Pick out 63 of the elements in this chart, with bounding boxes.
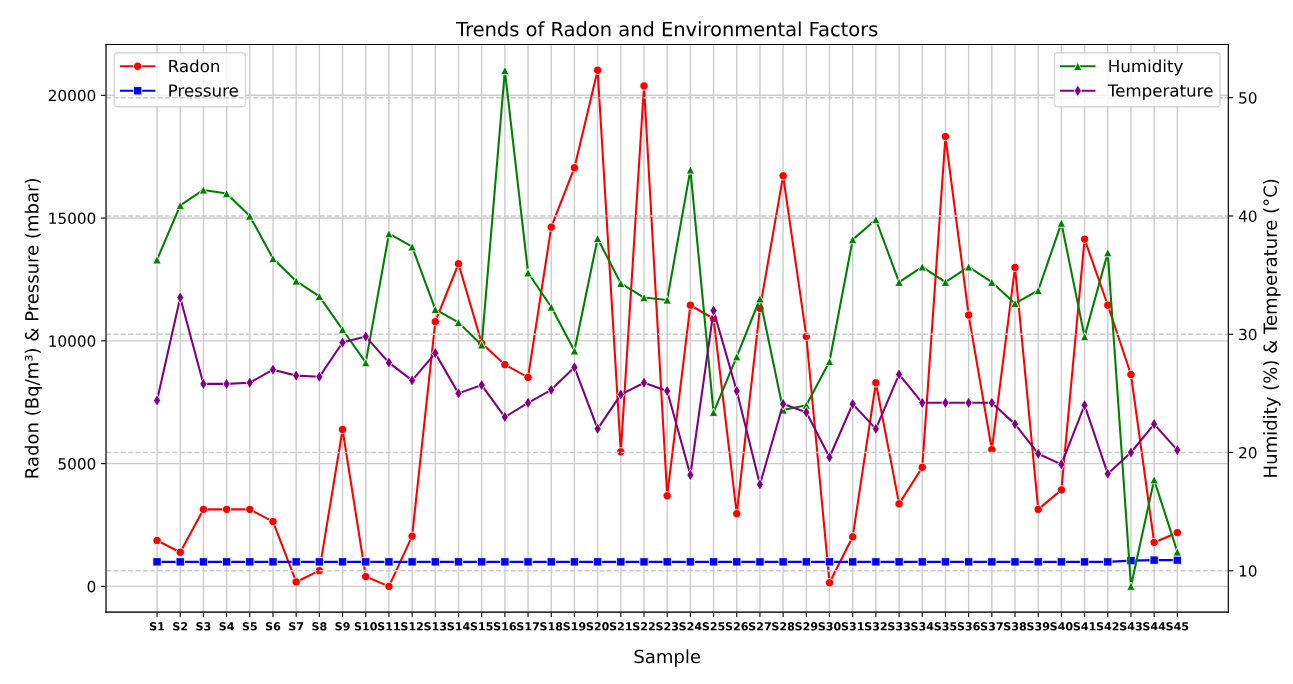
legend-label: Pressure [169,84,238,97]
x-tick-label: S24 [679,622,702,631]
x-tick-label: S21 [609,622,632,631]
x-tick-label: S13 [424,622,447,631]
x-tick-label: S15 [470,622,493,631]
y2-tick-label: 20 [1239,446,1257,459]
x-tick-label: S10 [354,622,377,631]
x-tick-label: S19 [563,622,586,631]
x-tick-label: S36 [957,622,980,631]
legend-label: Temperature [1107,84,1213,101]
x-tick-label: S27 [749,622,771,631]
y2-tick-label: 10 [1239,565,1257,577]
y2-tick-label: 30 [1239,328,1257,341]
x-tick-label: S11 [377,622,400,631]
chart-title: Trends of Radon and Environmental Factors [456,21,878,37]
x-tick-label: S16 [493,622,516,631]
x-tick-label: S14 [447,622,470,631]
x-tick-label: S33 [888,622,910,631]
x-tick-label: S5 [242,622,257,631]
y-tick-label: 5000 [58,458,96,470]
x-tick-label: S39 [1027,622,1050,631]
x-tick-label: S12 [401,622,423,631]
y2-tick-label: 40 [1238,210,1257,222]
x-tick-label: S26 [725,622,748,631]
x-tick-label: S17 [517,622,539,631]
y-tick-label: 15000 [49,212,96,225]
x-tick-label: S45 [1166,622,1189,631]
x-tick-label: S34 [911,622,934,631]
x-tick-label: S31 [841,622,864,631]
x-tick-label: S29 [795,622,818,631]
x-tick-label: S37 [980,622,1003,631]
legend-label: Radon [169,59,220,73]
y-tick-label: 10000 [49,335,96,347]
x-tick-label: S42 [1096,622,1119,631]
legend-label: Humidity [1109,59,1183,76]
x-tick-label: S23 [656,622,679,631]
x-tick-label: S7 [289,622,304,631]
x-tick-label: S6 [265,622,281,631]
x-axis-title: Sample [634,649,701,667]
x-tick-label: S35 [934,622,957,631]
x-tick-label: S32 [864,622,887,631]
x-tick-label: S41 [1073,622,1096,631]
x-tick-label: S28 [772,622,795,631]
y-tick-label: 20000 [48,89,96,102]
x-tick-label: S4 [219,622,234,631]
x-tick-label: S2 [173,622,188,631]
x-tick-label: S25 [702,622,725,631]
x-tick-label: S44 [1143,622,1166,631]
x-tick-label: S20 [586,622,609,631]
y2-tick-label: 50 [1239,92,1257,104]
y-tick-label: 0 [87,580,96,593]
x-tick-label: S43 [1120,622,1142,631]
x-tick-label: S8 [312,622,327,631]
x-tick-label: S30 [818,622,841,631]
x-tick-label: S22 [633,622,655,631]
x-tick-label: S1 [149,622,165,631]
x-tick-label: S18 [540,622,563,631]
x-tick-label: S9 [335,622,350,631]
x-tick-label: S38 [1004,622,1027,631]
y2-axis-title: Humidity (%) & Temperature (°C) [1263,179,1281,477]
y-axis-title: Radon (Bq/m³) & Pressure (mbar) [24,179,43,478]
x-tick-label: S3 [196,622,211,631]
x-tick-label: S40 [1050,622,1073,631]
